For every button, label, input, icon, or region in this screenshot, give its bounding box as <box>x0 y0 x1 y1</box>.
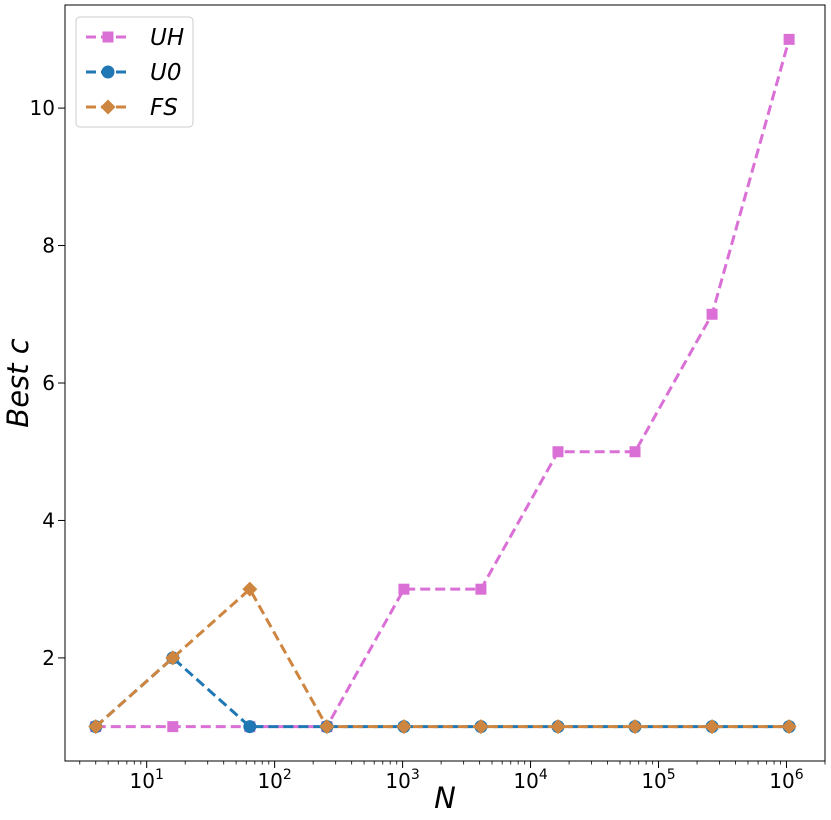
y-tick-label: 2 <box>42 646 55 670</box>
data-point-fs <box>781 719 797 735</box>
data-point-uh <box>783 33 795 45</box>
data-point-fs <box>704 719 720 735</box>
plot-background <box>65 5 825 761</box>
data-point-uh <box>706 308 718 320</box>
data-point-uh <box>167 721 179 733</box>
legend-label-fs: FS <box>150 95 178 121</box>
series-line-fs <box>94 587 790 729</box>
legend-marker-fs <box>100 99 116 115</box>
data-point-fs <box>88 719 104 735</box>
data-point-fs <box>165 650 181 666</box>
y-axis-label: Best c <box>1 338 35 427</box>
legend-marker-u0 <box>101 65 115 79</box>
data-point-fs <box>627 719 643 735</box>
data-point-uh <box>398 583 410 595</box>
x-tick-label: 102 <box>257 767 291 793</box>
y-tick-label: 8 <box>42 234 55 258</box>
legend-item-uh: UH <box>86 25 184 51</box>
series-fs <box>88 581 797 735</box>
x-tick-label: 103 <box>385 767 419 793</box>
y-axis: 2 4 6 8 10 <box>30 96 65 670</box>
data-point-uh <box>629 446 641 458</box>
data-point-uh <box>475 583 487 595</box>
x-tick-label: 104 <box>513 767 547 793</box>
y-tick-label: 4 <box>42 508 55 532</box>
legend-label-uh: UH <box>150 25 184 51</box>
data-point-fs <box>550 719 566 735</box>
x-tick-label: 106 <box>769 767 803 793</box>
data-point-uh <box>552 446 564 458</box>
legend-box <box>75 16 194 128</box>
y-tick-label: 6 <box>42 371 55 395</box>
x-axis: 101 102 103 104 105 106 <box>79 761 826 793</box>
x-tick-label: 105 <box>641 767 675 793</box>
legend-item-u0: U0 <box>86 60 181 86</box>
data-point-fs <box>242 581 258 597</box>
legend: UH U0 FS <box>75 16 194 128</box>
data-point-fs <box>473 719 489 735</box>
legend-label-u0: U0 <box>150 60 181 86</box>
x-axis-label: N <box>434 781 456 815</box>
data-point-fs <box>319 719 335 735</box>
data-point-u0 <box>243 720 257 734</box>
series-line-uh <box>95 38 791 729</box>
y-tick-label: 10 <box>30 96 55 120</box>
x-tick-label: 101 <box>129 767 163 793</box>
legend-marker-uh <box>102 31 114 43</box>
series-layer <box>88 33 797 735</box>
data-point-fs <box>396 719 412 735</box>
legend-item-fs: FS <box>86 95 178 121</box>
